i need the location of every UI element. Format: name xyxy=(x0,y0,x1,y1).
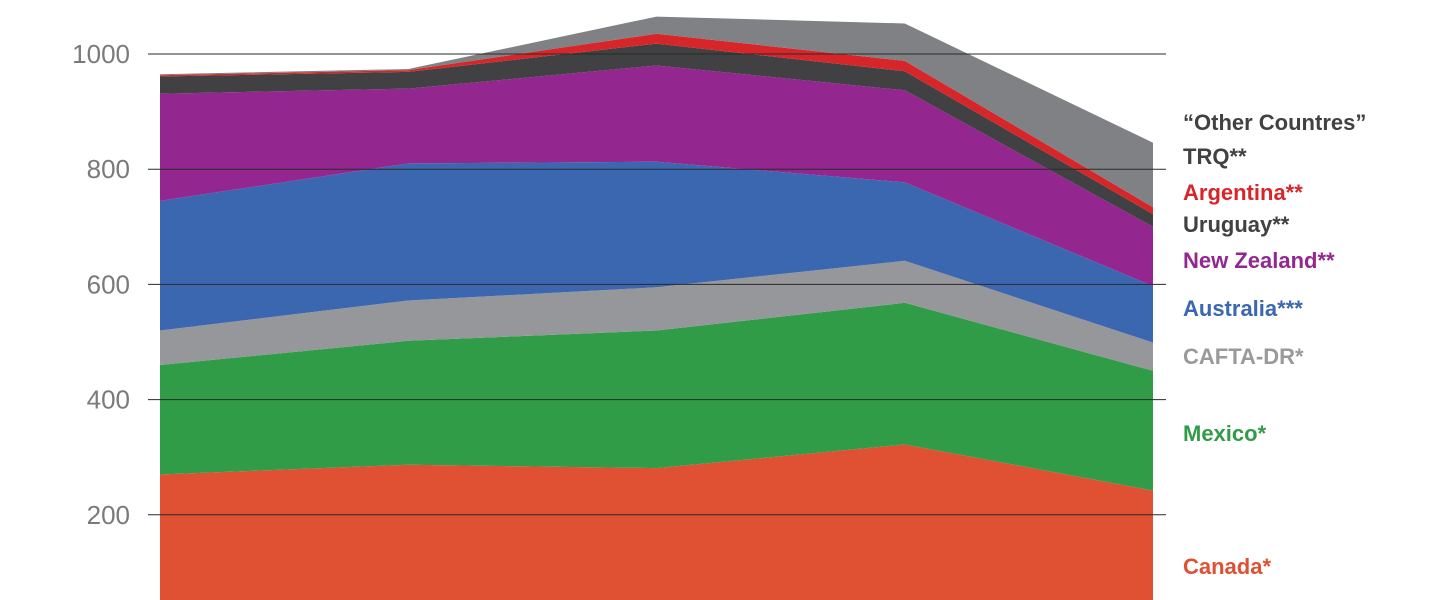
y-tick-label-1000: 1000 xyxy=(72,39,130,69)
area-new-zealand xyxy=(160,65,1153,287)
y-tick-label-800: 800 xyxy=(87,154,130,184)
legend-label-canada: Canada* xyxy=(1183,554,1271,579)
legend-label-argentina: Argentina** xyxy=(1183,180,1303,205)
legend-label-cafta-dr: CAFTA-DR* xyxy=(1183,344,1304,369)
y-tick-label-200: 200 xyxy=(87,500,130,530)
chart-areas xyxy=(160,16,1153,600)
legend-label-trq: TRQ** xyxy=(1183,144,1247,169)
legend-label-new-zealand: New Zealand** xyxy=(1183,248,1335,273)
y-axis: 200 400 600 800 1000 xyxy=(72,39,130,530)
area-mexico xyxy=(160,302,1153,491)
area-cafta-dr xyxy=(160,260,1153,371)
legend-label-other-countres: “Other Countres” xyxy=(1183,110,1366,135)
legend-label-uruguay: Uruguay** xyxy=(1183,212,1290,237)
area-canada xyxy=(160,444,1153,600)
area-uruguay xyxy=(160,43,1153,227)
legend-label-australia: Australia*** xyxy=(1183,296,1303,321)
legend-label-mexico: Mexico* xyxy=(1183,421,1267,446)
area-australia xyxy=(160,161,1153,343)
chart-legend: “Other Countres” TRQ** Argentina** Uruguay*… xyxy=(1183,110,1366,579)
chart-gridlines xyxy=(148,53,1166,516)
y-tick-label-400: 400 xyxy=(87,385,130,415)
y-tick-label-600: 600 xyxy=(87,269,130,299)
